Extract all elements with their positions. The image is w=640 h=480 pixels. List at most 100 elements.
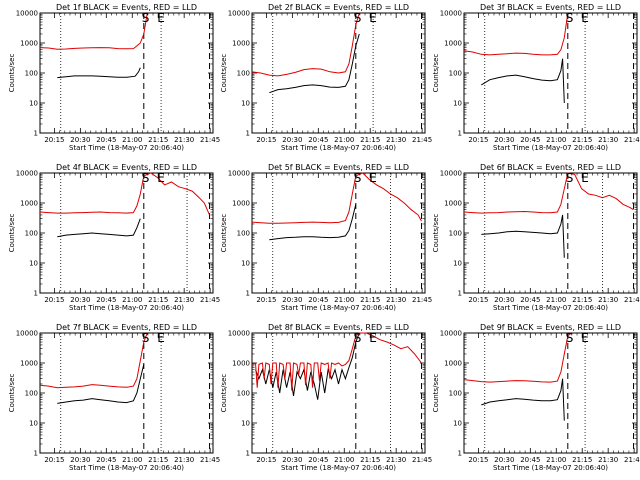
plot-6-ytick-label: 10000 [440, 170, 462, 178]
plot-1-ytick-label: 100 [25, 70, 38, 78]
plot-8-xtick-label: 21:00 [334, 456, 354, 464]
plot-8-ytick-label: 10 [241, 420, 250, 428]
plot-9-xtick-label: 21:00 [546, 456, 566, 464]
plot-7-xtick-label: 21:00 [122, 456, 142, 464]
plot-2-ytick-label: 1000 [232, 40, 250, 48]
plot-2-series-events [269, 33, 360, 94]
plot-4-xtick-label: 20:45 [96, 296, 116, 304]
plot-8-series-events [255, 332, 360, 400]
plot-4-series-events [57, 218, 141, 238]
plot-1-xtick-label: 20:45 [96, 136, 116, 144]
plot-3-xtick-label: 20:30 [494, 136, 514, 144]
plot-5-frame [251, 172, 426, 294]
plot-9-xtick-label: 21:45 [624, 456, 640, 464]
plot-6-end-marker: E [581, 171, 589, 185]
plot-8-ytick-label: 1000 [232, 360, 250, 368]
plot-6-ytick-label: 1 [458, 290, 462, 298]
plot-3-xtick-label: 21:45 [624, 136, 640, 144]
plot-5-series-lld [251, 172, 422, 224]
plot-2-xlabel: Start Time (18-May-07 20:06:40) [281, 144, 396, 152]
plot-7-xtick-label: 20:45 [96, 456, 116, 464]
plot-6-series-events [481, 214, 565, 258]
plot-7-xtick-label: 21:15 [148, 456, 168, 464]
plot-8-ylabel: Counts/sec [220, 374, 228, 413]
plot-4-end-marker: E [157, 171, 165, 185]
plot-8-frame [251, 332, 426, 454]
plot-4-ytick-label: 1000 [20, 200, 38, 208]
plot-2-ytick-label: 100 [237, 70, 250, 78]
plot-6-xtick-label: 20:45 [520, 296, 540, 304]
plot-2-xtick-label: 21:00 [334, 136, 354, 144]
plot-3-ytick-label: 10000 [440, 10, 462, 18]
plot-3-xtick-label: 20:15 [468, 136, 488, 144]
plot-8-xtick-label: 21:15 [360, 456, 380, 464]
plot-3-ylabel: Counts/sec [432, 54, 440, 93]
plot-8-xtick-label: 20:30 [282, 456, 302, 464]
plot-1-xtick-label: 21:30 [174, 136, 194, 144]
plot-2-start-marker: S [354, 11, 362, 25]
plot-9-start-marker: S [566, 331, 574, 345]
plot-3-ytick-label: 1000 [444, 40, 462, 48]
plot-7-xlabel: Start Time (18-May-07 20:06:40) [69, 464, 184, 472]
plot-9-ytick-label: 1 [458, 450, 462, 458]
plot-1-xtick-label: 21:15 [148, 136, 168, 144]
plot-4-ylabel: Counts/sec [8, 214, 16, 253]
plot-2-series-lld [251, 12, 360, 77]
plot-7-end-marker: E [157, 331, 165, 345]
plot-4-ytick-label: 100 [25, 230, 38, 238]
plot-3-start-marker: S [566, 11, 574, 25]
plot-6-start-marker: S [566, 171, 574, 185]
plot-2-xtick-label: 20:30 [282, 136, 302, 144]
plot-7-xtick-label: 20:30 [70, 456, 90, 464]
plot-9-ytick-label: 1000 [444, 360, 462, 368]
plot-7-ytick-label: 10 [29, 420, 38, 428]
plot-9-ytick-label: 10 [453, 420, 462, 428]
plot-5-series-events [269, 204, 357, 241]
plot-2-ytick-label: 1 [246, 130, 250, 138]
plot-1-ytick-label: 10 [29, 100, 38, 108]
plot-5-xtick-label: 21:30 [386, 296, 406, 304]
plot-2-end-marker: E [369, 11, 377, 25]
plot-7-ytick-label: 10000 [16, 330, 38, 338]
plot-9-series-events [481, 378, 565, 421]
plot-3-ytick-label: 100 [449, 70, 462, 78]
plot-4-title: Det 4f BLACK = Events, RED = LLD [56, 163, 197, 172]
plot-1-ytick-label: 10000 [16, 10, 38, 18]
plot-6-xtick-label: 21:00 [546, 296, 566, 304]
plot-5-xlabel: Start Time (18-May-07 20:06:40) [281, 304, 396, 312]
plot-5-xtick-label: 21:15 [360, 296, 380, 304]
plot-4-xtick-label: 21:30 [174, 296, 194, 304]
plot-7-xtick-label: 21:45 [200, 456, 220, 464]
plot-1-series-events [57, 67, 141, 79]
plot-5-start-marker: S [354, 171, 362, 185]
plot-8-ytick-label: 100 [237, 390, 250, 398]
plot-6-xtick-label: 21:30 [598, 296, 618, 304]
plot-4-ytick-label: 10 [29, 260, 38, 268]
plot-5-ytick-label: 100 [237, 230, 250, 238]
plot-3-end-marker: E [581, 11, 589, 25]
plot-9-xlabel: Start Time (18-May-07 20:06:40) [493, 464, 608, 472]
plot-3-xtick-label: 21:15 [572, 136, 592, 144]
plot-9-xtick-label: 21:30 [598, 456, 618, 464]
plot-9-xtick-label: 20:45 [520, 456, 540, 464]
plot-9-frame [463, 332, 638, 454]
plot-7-start-marker: S [142, 331, 150, 345]
plot-9-xtick-label: 20:15 [468, 456, 488, 464]
plot-1-series-lld [39, 12, 148, 50]
plot-3-xlabel: Start Time (18-May-07 20:06:40) [493, 144, 608, 152]
plot-6-xtick-label: 21:45 [624, 296, 640, 304]
plot-3-frame [463, 12, 638, 134]
plot-1-ytick-label: 1000 [20, 40, 38, 48]
plot-8-xlabel: Start Time (18-May-07 20:06:40) [281, 464, 396, 472]
plot-6-ytick-label: 10 [453, 260, 462, 268]
plot-3-ytick-label: 1 [458, 130, 462, 138]
plot-6-ytick-label: 1000 [444, 200, 462, 208]
plot-7-series-events [57, 364, 145, 404]
plot-5-ytick-label: 1000 [232, 200, 250, 208]
plot-7-ylabel: Counts/sec [8, 374, 16, 413]
plot-5-title: Det 5f BLACK = Events, RED = LLD [268, 163, 409, 172]
plot-8-end-marker: E [369, 331, 377, 345]
plot-2-ytick-label: 10 [241, 100, 250, 108]
plot-5-xtick-label: 21:00 [334, 296, 354, 304]
plot-7-xtick-label: 20:15 [44, 456, 64, 464]
